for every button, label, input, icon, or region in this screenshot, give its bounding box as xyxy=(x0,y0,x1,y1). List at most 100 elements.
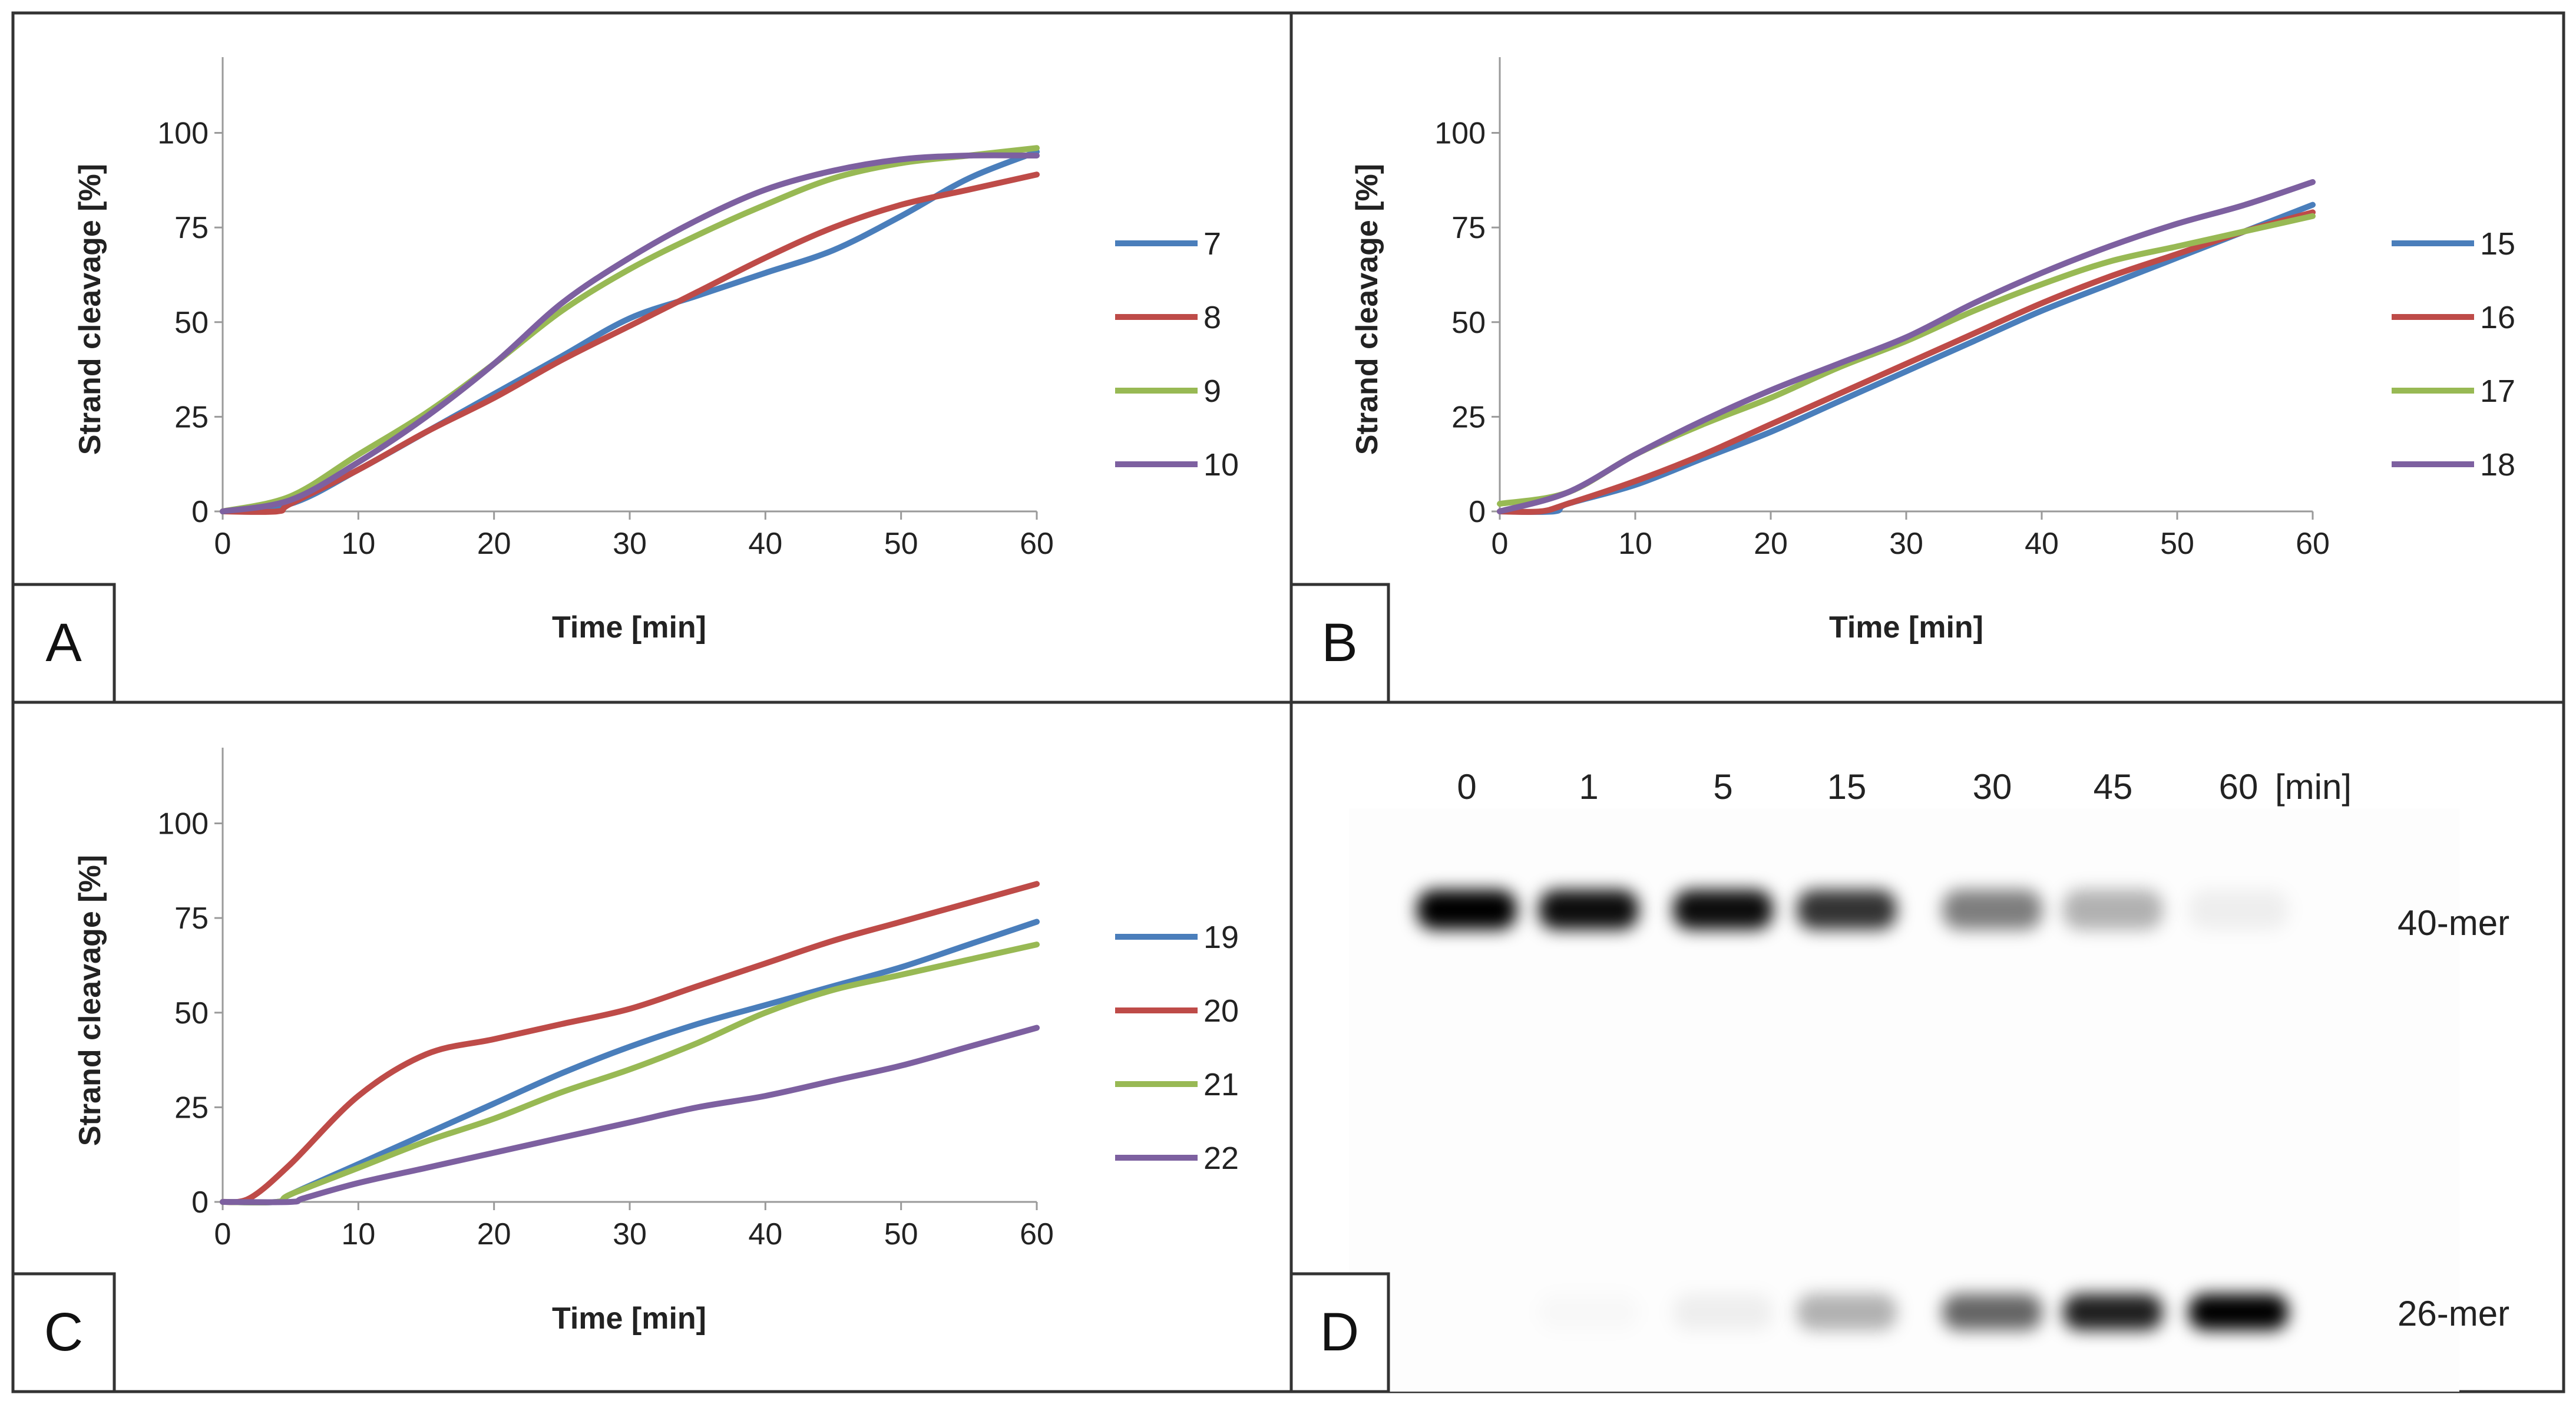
gel-lane-label: 45 xyxy=(2094,767,2133,807)
chart-panel-c: Strand cleavage [%] Time [min] 0 25 50 75 10… xyxy=(73,748,1239,1336)
x-tick-label: 30 xyxy=(613,527,647,561)
y-tick-label: 50 xyxy=(174,306,209,340)
gel-time-labels: 0 1 5 15 30 45 60 xyxy=(1457,767,2258,807)
x-tick-label: 50 xyxy=(884,1217,918,1251)
legend: 19 20 21 22 xyxy=(1115,920,1239,1176)
y-tick-label: 75 xyxy=(174,901,209,936)
gel-band-upper xyxy=(2063,890,2163,930)
x-tick-label: 30 xyxy=(1889,527,1923,561)
gel-lane-label: 30 xyxy=(1973,767,2012,807)
x-tick-label: 20 xyxy=(477,527,511,561)
plot-area: 0 25 50 75 100 0 10 20 30 40 50 60 xyxy=(1434,57,2330,561)
x-tick-label: 20 xyxy=(477,1217,511,1251)
x-tick-label: 50 xyxy=(2160,527,2194,561)
x-tick-label: 60 xyxy=(1020,527,1054,561)
panel-c-letter-frame xyxy=(11,1272,116,1393)
y-tick-label: 50 xyxy=(1451,306,1486,340)
x-tick-label: 40 xyxy=(748,1217,782,1251)
gel-time-unit: [min] xyxy=(2275,767,2352,807)
gel-band-lower xyxy=(2188,1294,2289,1330)
y-tick-label: 100 xyxy=(1434,117,1486,151)
y-tick-label: 0 xyxy=(191,1185,209,1220)
series-line-18 xyxy=(1497,179,2316,514)
y-axis-title: Strand cleavage [%] xyxy=(1350,164,1384,455)
x-tick-label: 10 xyxy=(341,1217,375,1251)
gel-band-lower xyxy=(1673,1294,1773,1330)
x-tick-label: 0 xyxy=(214,527,232,561)
series-line-16 xyxy=(1497,209,2316,515)
x-axis-title: Time [min] xyxy=(552,610,706,645)
legend: 15 16 17 18 xyxy=(2392,226,2515,483)
plot-area: 0 25 50 75 100 0 10 20 30 40 50 60 xyxy=(157,57,1054,561)
gel-background xyxy=(1349,808,2459,1392)
gel-band-upper xyxy=(1417,890,1517,930)
panel-a-letter-box: A xyxy=(11,583,116,704)
y-tick-label: 100 xyxy=(157,117,209,151)
legend-label-7: 7 xyxy=(1203,226,1221,262)
plot-area: 0 25 50 75 100 0 10 20 30 40 50 60 xyxy=(157,748,1054,1251)
gel-band-upper xyxy=(1942,890,2042,930)
legend-label-17: 17 xyxy=(2480,374,2515,409)
panel-d-letter: D xyxy=(1320,1302,1359,1362)
x-tick-label: 20 xyxy=(1754,527,1788,561)
legend-label-10: 10 xyxy=(1203,447,1239,483)
panel-b-letter-frame xyxy=(1289,583,1390,704)
y-tick-label: 75 xyxy=(1451,211,1486,245)
y-axis-title: Strand cleavage [%] xyxy=(73,164,107,455)
x-tick-label: 10 xyxy=(1618,527,1652,561)
chart-panel-a: Strand cleavage [%] Time [min] 0 25 50 75 10… xyxy=(73,57,1239,645)
gel-lane-label: 60 xyxy=(2219,767,2258,807)
gel-lane-label: 15 xyxy=(1827,767,1867,807)
y-tick-label: 0 xyxy=(1469,495,1486,529)
y-tick-label: 25 xyxy=(1451,400,1486,434)
panel-frames xyxy=(11,11,2565,1393)
x-tick-label: 30 xyxy=(613,1217,647,1251)
x-tick-label: 10 xyxy=(341,527,375,561)
gel-band-upper xyxy=(2188,890,2289,930)
series-line-22 xyxy=(220,1025,1040,1205)
series-line-20 xyxy=(220,881,1040,1205)
panel-c-letter: C xyxy=(44,1302,83,1362)
gel-band-upper xyxy=(1673,890,1773,930)
chart-panel-b: Strand cleavage [%] Time [min] 0 25 50 75 10… xyxy=(1350,57,2515,645)
gel-band-lower xyxy=(2063,1294,2163,1330)
panel-a-letter-frame xyxy=(11,583,116,704)
legend-label-21: 21 xyxy=(1203,1067,1239,1102)
gel-band-label-40mer: 40-mer xyxy=(2398,903,2509,943)
gel-band-lower xyxy=(1942,1294,2042,1330)
gel-band-lower xyxy=(1797,1294,1897,1330)
x-axis-title: Time [min] xyxy=(552,1301,706,1336)
series-line-21 xyxy=(220,941,1040,1205)
x-tick-label: 60 xyxy=(1020,1217,1054,1251)
gel-lane-label: 0 xyxy=(1457,767,1476,807)
x-tick-label: 40 xyxy=(2025,527,2059,561)
y-tick-label: 25 xyxy=(174,1091,209,1125)
gel-lane-label: 1 xyxy=(1579,767,1598,807)
panel-a-letter: A xyxy=(45,613,82,673)
panel-c-letter-box: C xyxy=(11,1272,116,1393)
legend-label-20: 20 xyxy=(1203,993,1239,1029)
y-tick-label: 25 xyxy=(174,400,209,434)
y-tick-label: 100 xyxy=(157,807,209,841)
legend-label-22: 22 xyxy=(1203,1141,1239,1176)
gel-band-upper xyxy=(1539,890,1639,930)
gel-band-upper xyxy=(1797,890,1897,930)
legend: 7 8 9 10 xyxy=(1115,226,1239,483)
series-line-10 xyxy=(220,152,1040,514)
gel-panel-d: 0 1 5 15 30 45 60 [min] 40-mer 26-mer D xyxy=(1289,767,2509,1393)
legend-label-19: 19 xyxy=(1203,920,1239,955)
y-axis-title: Strand cleavage [%] xyxy=(73,855,107,1146)
legend-label-15: 15 xyxy=(2480,226,2515,262)
panel-d-letter-frame xyxy=(1289,1272,1390,1393)
gel-band-label-26mer: 26-mer xyxy=(2398,1294,2509,1333)
x-tick-label: 0 xyxy=(1492,527,1509,561)
y-tick-label: 50 xyxy=(174,996,209,1030)
legend-label-18: 18 xyxy=(2480,447,2515,483)
gel-lane-label: 5 xyxy=(1713,767,1732,807)
gel-band-lower xyxy=(1539,1294,1639,1330)
x-tick-label: 60 xyxy=(2296,527,2330,561)
x-axis-title: Time [min] xyxy=(1829,610,1983,645)
legend-label-16: 16 xyxy=(2480,300,2515,335)
x-tick-label: 0 xyxy=(214,1217,232,1251)
